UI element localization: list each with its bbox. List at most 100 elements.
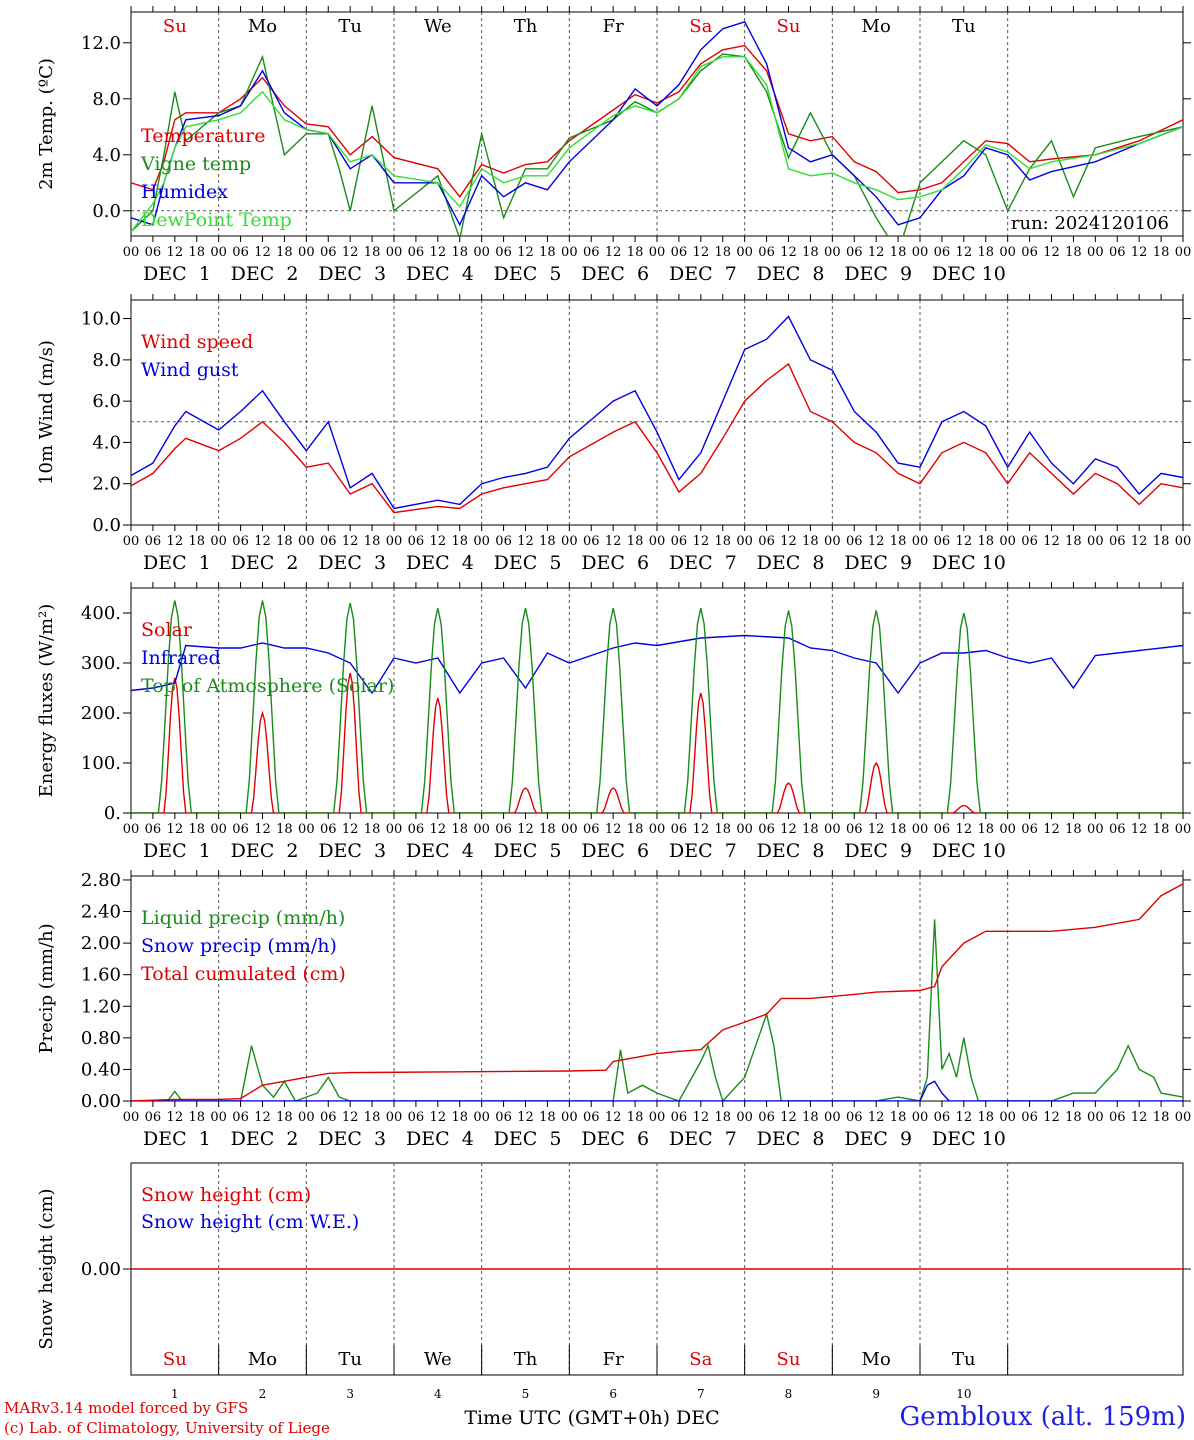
hour-tick-label: 06 <box>758 822 775 837</box>
weekday-label: Mo <box>862 1349 891 1370</box>
hour-tick-label: 00 <box>912 822 929 837</box>
date-label: DEC 2 <box>231 1128 299 1150</box>
hour-tick-label: 18 <box>539 1110 556 1125</box>
hour-tick-label: 06 <box>1021 822 1038 837</box>
hour-tick-label: 18 <box>539 245 556 260</box>
hour-tick-label: 18 <box>802 1110 819 1125</box>
panel-snow: 0.00 Snow height (cm) Snow height (cm) Snow… <box>36 1162 1191 1376</box>
hour-tick-label: 06 <box>934 534 951 549</box>
y-tick-label: 0.40 <box>81 1059 121 1080</box>
weekday-label: Sa <box>689 16 712 37</box>
hour-tick-label: 06 <box>758 1110 775 1125</box>
weekday-label: Su <box>163 16 187 37</box>
hour-tick-label: 12 <box>868 1110 885 1125</box>
hour-tick-label: 12 <box>693 534 710 549</box>
hour-tick-label: 06 <box>1109 245 1126 260</box>
y-tick-label: 0.0 <box>92 201 121 222</box>
date-label: DEC 10 <box>932 1128 1006 1150</box>
hour-tick-label: 00 <box>473 534 490 549</box>
hour-tick-label: 06 <box>320 245 337 260</box>
hour-tick-label: 00 <box>298 534 315 549</box>
y-tick-label: 100. <box>81 753 121 774</box>
hour-tick-label: 12 <box>517 822 534 837</box>
hour-tick-label: 06 <box>1021 245 1038 260</box>
date-label: DEC 8 <box>757 552 825 574</box>
y-tick-label: 0.0 <box>92 515 121 536</box>
hour-tick-label: 12 <box>868 822 885 837</box>
hour-tick-label: 06 <box>320 534 337 549</box>
series-line-wind-gust <box>131 315 1183 510</box>
weekday-label: We <box>424 1349 452 1370</box>
hour-tick-label: 18 <box>276 822 293 837</box>
date-label: DEC 1 <box>143 263 211 285</box>
date-label: DEC 3 <box>318 840 386 862</box>
hour-tick-label: 00 <box>649 245 666 260</box>
date-label: DEC 9 <box>844 552 912 574</box>
hour-tick-label: 00 <box>824 822 841 837</box>
hour-tick-label: 06 <box>232 1110 249 1125</box>
weekday-label: Tu <box>338 16 362 37</box>
date-label: DEC 8 <box>757 263 825 285</box>
hour-tick-label: 12 <box>342 1110 359 1125</box>
weekday-label: Tu <box>952 1349 976 1370</box>
hour-tick-label: 12 <box>254 534 271 549</box>
hour-tick-label: 18 <box>714 534 731 549</box>
y-tick-label: 1.20 <box>81 996 121 1017</box>
hour-tick-label: 00 <box>123 1110 140 1125</box>
hour-tick-label: 12 <box>517 245 534 260</box>
y-axis-label: Snow height (cm) <box>36 1188 57 1349</box>
date-label: DEC 1 <box>143 552 211 574</box>
hour-tick-label: 06 <box>495 1110 512 1125</box>
y-tick-label: 0.00 <box>81 1259 121 1280</box>
date-label: DEC 9 <box>844 840 912 862</box>
date-label: DEC 9 <box>844 263 912 285</box>
hour-tick-label: 12 <box>1043 245 1060 260</box>
hour-tick-label: 00 <box>1175 822 1192 837</box>
date-label: DEC 3 <box>318 552 386 574</box>
date-label: DEC 4 <box>406 840 474 862</box>
weekday-label: Sa <box>689 1349 712 1370</box>
series-line-solar <box>131 672 1183 813</box>
hour-tick-label: 06 <box>934 1110 951 1125</box>
date-label: DEC 1 <box>143 840 211 862</box>
hour-tick-label: 00 <box>912 534 929 549</box>
hour-tick-label: 18 <box>539 534 556 549</box>
legend-entry: Wind gust <box>141 359 239 381</box>
date-label: DEC 7 <box>669 552 737 574</box>
hour-tick-label: 12 <box>693 245 710 260</box>
hour-tick-label: 06 <box>1021 534 1038 549</box>
hour-tick-label: 06 <box>145 1110 162 1125</box>
hour-tick-label: 18 <box>364 245 381 260</box>
hour-tick-label: 00 <box>298 1110 315 1125</box>
hour-tick-label: 12 <box>1131 534 1148 549</box>
date-label: DEC 7 <box>669 1128 737 1150</box>
legend-entry: Wind speed <box>141 331 253 353</box>
hour-tick-label: 00 <box>298 245 315 260</box>
panel-wind: 0.0 2.0 4.0 6.0 8.0 10.0 10m Wind (m/s) 00 06 12 1… <box>36 294 1191 574</box>
hour-tick-label: 00 <box>999 245 1016 260</box>
hour-tick-label: 00 <box>210 534 227 549</box>
hour-tick-label: 00 <box>912 1110 929 1125</box>
hour-tick-label: 18 <box>188 822 205 837</box>
hour-tick-label: 06 <box>583 822 600 837</box>
series-line-vigne-temp <box>131 53 1183 236</box>
hour-tick-label: 06 <box>495 822 512 837</box>
date-label: DEC 5 <box>494 840 562 862</box>
date-label: DEC 5 <box>494 552 562 574</box>
y-tick-label: 6.0 <box>92 391 121 412</box>
y-tick-label: 4.0 <box>92 145 121 166</box>
hour-tick-label: 12 <box>342 822 359 837</box>
hour-tick-label: 00 <box>912 245 929 260</box>
hour-tick-label: 18 <box>802 245 819 260</box>
hour-tick-label: 12 <box>956 534 973 549</box>
hour-tick-label: 00 <box>210 1110 227 1125</box>
hour-tick-label: 06 <box>846 1110 863 1125</box>
legend-entry: Liquid precip (mm/h) <box>141 907 345 929</box>
date-label: DEC 2 <box>231 840 299 862</box>
series-line-infrared <box>131 634 1183 695</box>
hour-tick-label: 18 <box>188 534 205 549</box>
hour-tick-label: 00 <box>649 822 666 837</box>
legend-entry: DewPoint Temp <box>141 209 292 231</box>
hour-tick-label: 12 <box>1131 1110 1148 1125</box>
legend-entry: Solar <box>141 619 193 641</box>
